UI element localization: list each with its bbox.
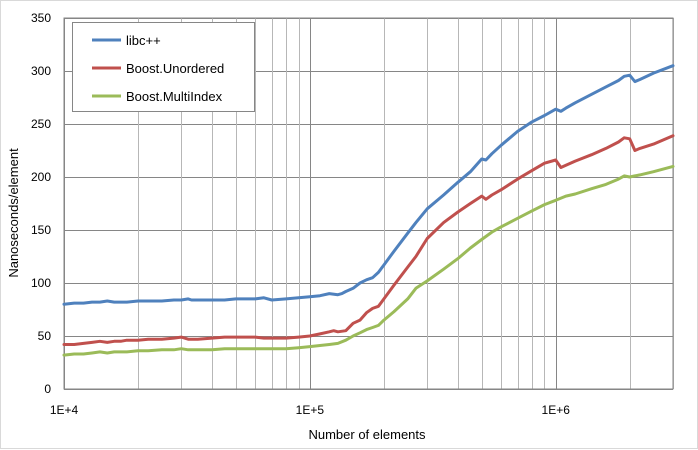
plot-area (63, 17, 674, 390)
legend: libc++ Boost.Unordered Boost.MultiIndex (72, 22, 255, 112)
y-axis-tick-labels: 0 50 100 150 200 250 300 350 (31, 11, 51, 396)
series-lines (62, 64, 675, 357)
legend-label: libc++ (126, 33, 161, 48)
x-axis-tick-labels: 1E+4 1E+5 1E+6 (50, 403, 570, 417)
y-tick-label: 300 (31, 64, 51, 78)
x-tick-label: 1E+4 (50, 403, 79, 417)
x-tick-label: 1E+5 (296, 403, 325, 417)
y-tick-label: 100 (31, 276, 51, 290)
y-tick-label: 150 (31, 223, 51, 237)
x-tick-label: 1E+6 (542, 403, 571, 417)
y-axis-title: Nanoseconds/element (6, 148, 21, 278)
legend-label: Boost.Unordered (126, 61, 224, 76)
x-axis-title: Number of elements (308, 427, 426, 442)
y-tick-label: 350 (31, 11, 51, 25)
series-line-3 (62, 164, 675, 357)
series-line-1 (62, 64, 675, 306)
y-tick-label: 50 (38, 329, 52, 343)
series-line-2 (62, 134, 675, 346)
plot-border (63, 17, 674, 390)
y-tick-label: 250 (31, 117, 51, 131)
legend-label: Boost.MultiIndex (126, 89, 223, 104)
y-tick-label: 200 (31, 170, 51, 184)
y-tick-label: 0 (44, 382, 51, 396)
